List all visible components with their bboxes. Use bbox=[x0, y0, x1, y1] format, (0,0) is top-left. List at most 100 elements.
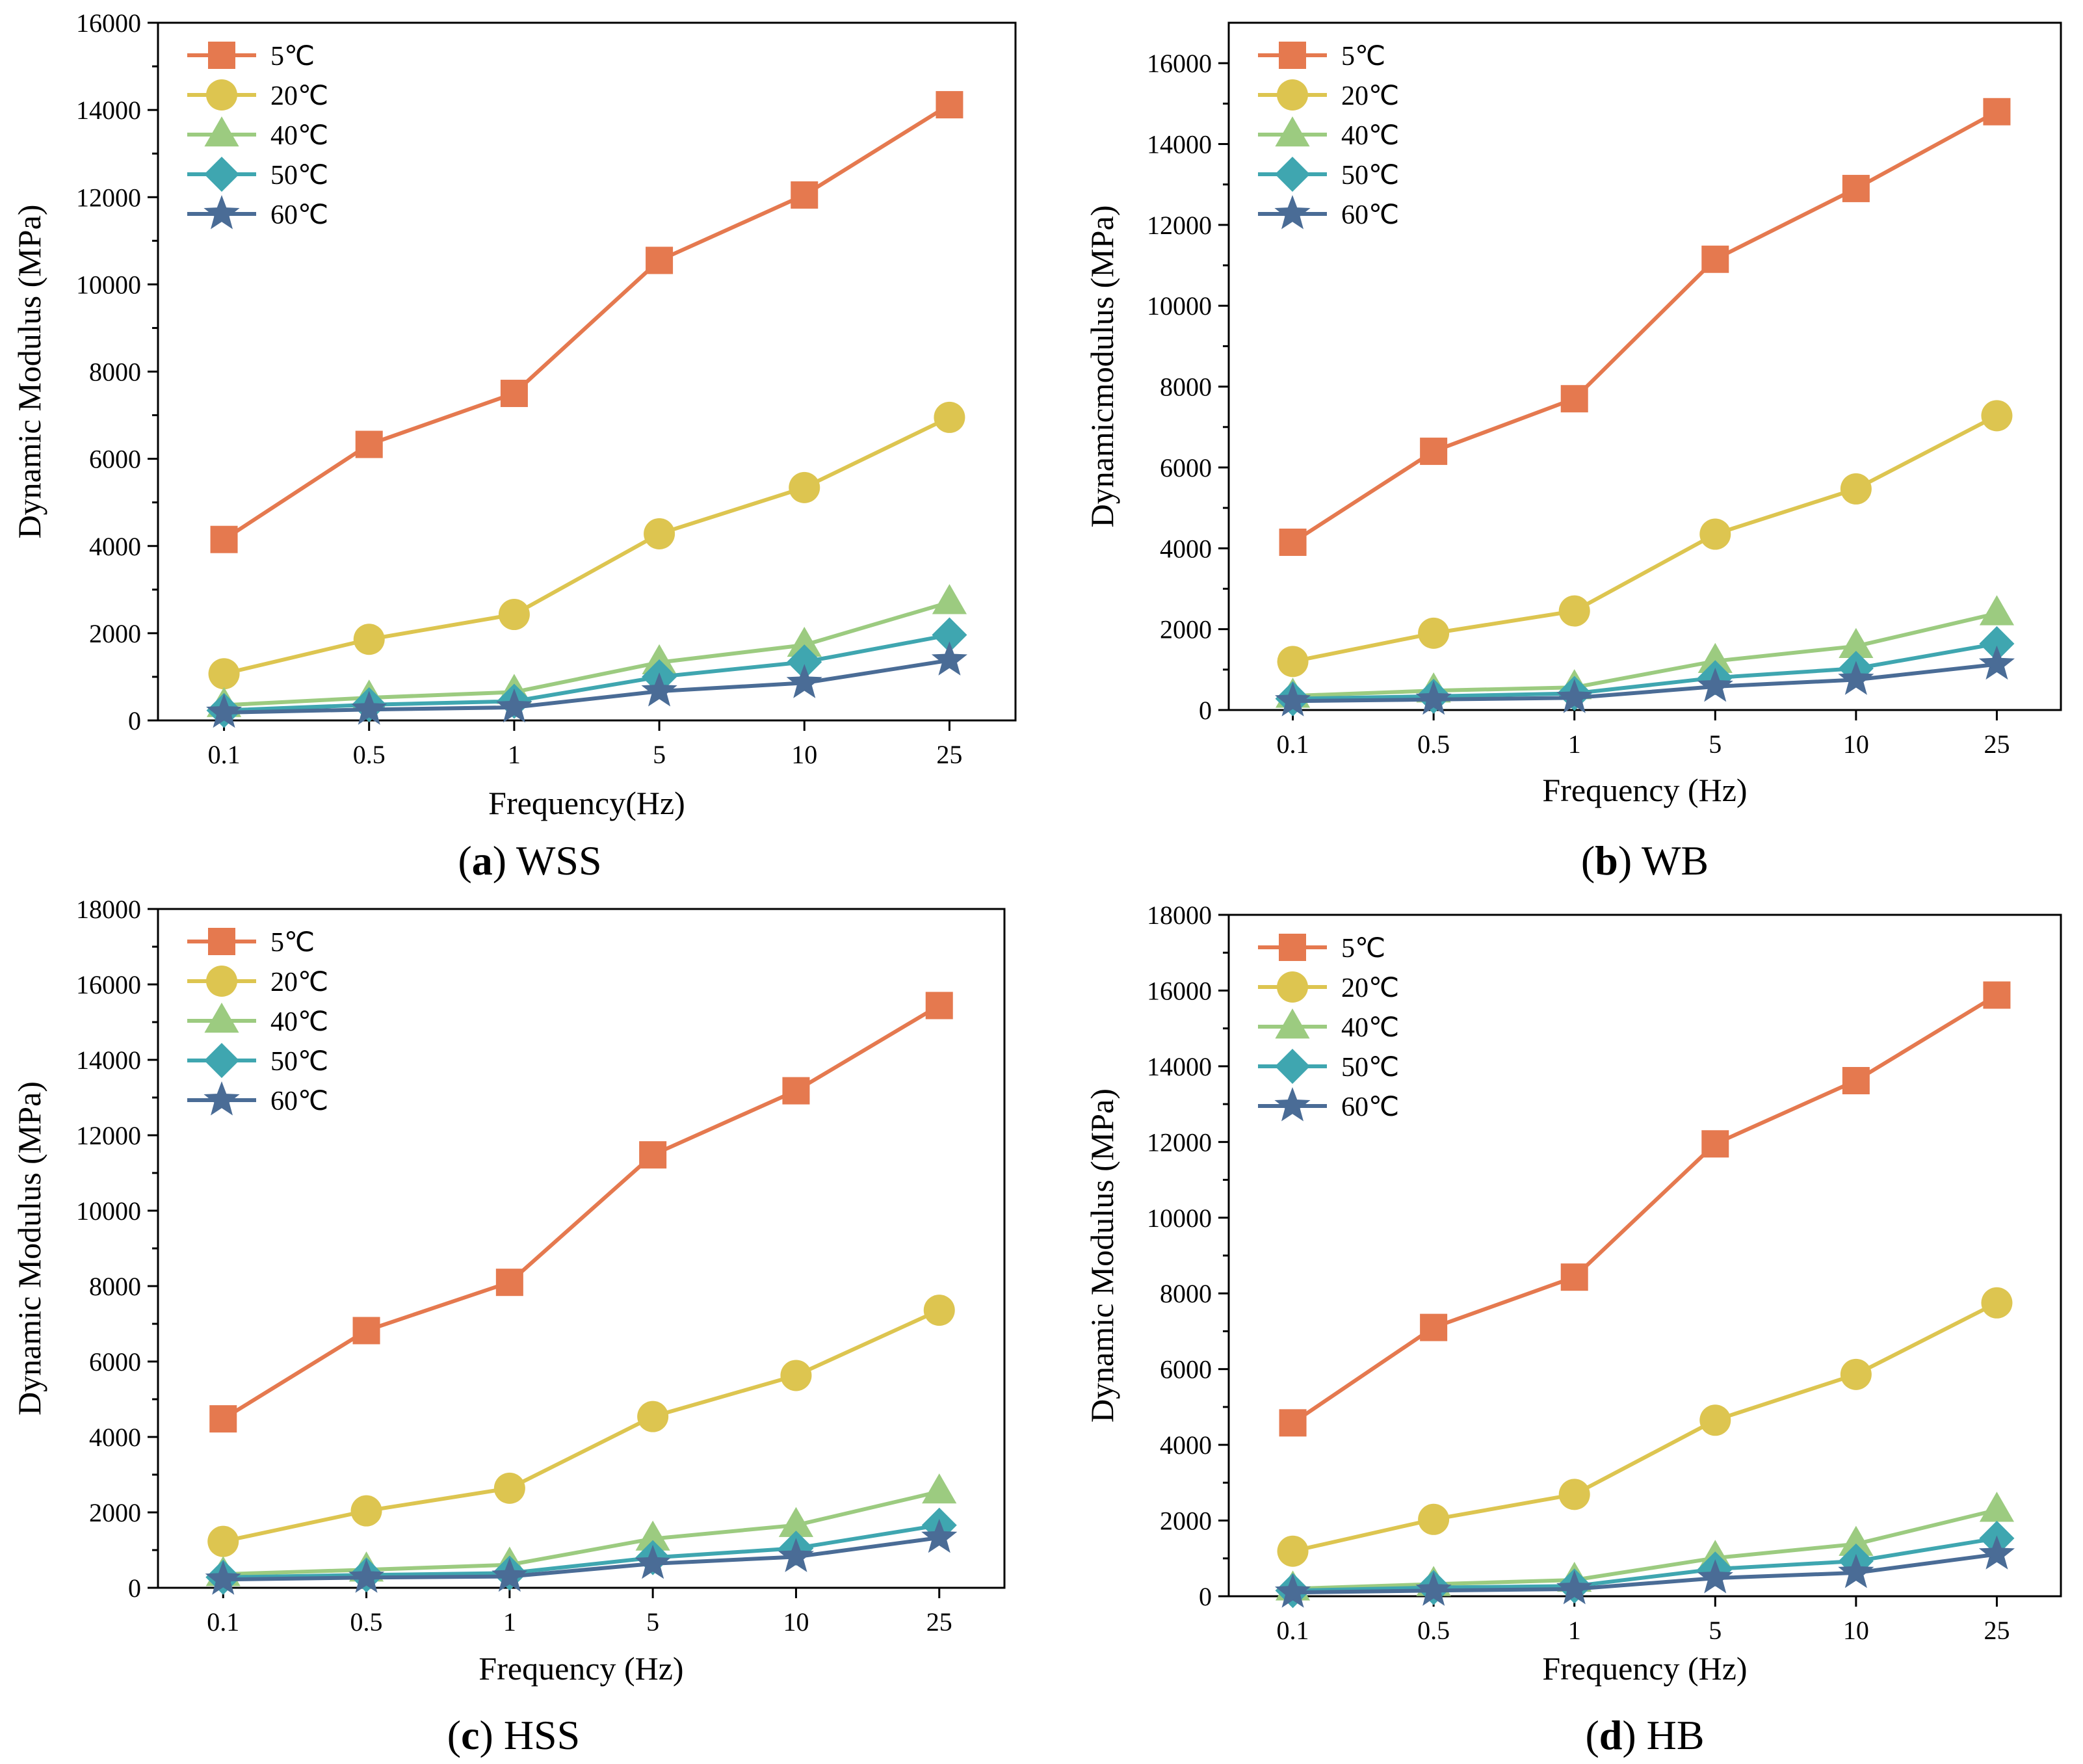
legend-label: 5℃ bbox=[270, 42, 315, 72]
data-point-5C bbox=[791, 181, 819, 209]
data-point-20C bbox=[1699, 1404, 1731, 1436]
data-point-5C bbox=[1279, 1409, 1307, 1437]
plot-frame bbox=[1227, 21, 2062, 711]
y-tick-label: 2000 bbox=[89, 1498, 141, 1527]
x-tick-label: 25 bbox=[1984, 730, 2010, 759]
data-point-60C bbox=[1978, 1535, 2015, 1570]
data-point-5C bbox=[646, 246, 674, 274]
legend-marker-40C bbox=[1275, 1008, 1310, 1039]
series-line-60C bbox=[224, 658, 950, 715]
data-point-20C bbox=[498, 599, 530, 631]
x-tick-label: 5 bbox=[646, 1607, 659, 1637]
data-point-20C bbox=[934, 401, 965, 433]
data-point-60C bbox=[206, 693, 242, 728]
y-tick-label: 16000 bbox=[1147, 976, 1212, 1005]
data-point-5C bbox=[639, 1141, 667, 1169]
data-point-20C bbox=[780, 1360, 812, 1391]
data-point-60C bbox=[641, 672, 677, 707]
legend-label: 60℃ bbox=[1341, 200, 1399, 230]
y-axis-label: Dynamic Modulus (MPa) bbox=[1084, 1088, 1120, 1423]
y-tick-label: 8000 bbox=[89, 358, 141, 387]
data-point-60C bbox=[205, 1560, 241, 1595]
data-point-50C bbox=[932, 617, 967, 653]
x-tick-label: 0.1 bbox=[1277, 730, 1309, 759]
panel-caption: (b) WB bbox=[1581, 837, 1709, 884]
y-tick-label: 16000 bbox=[76, 8, 141, 38]
data-point-60C bbox=[348, 1559, 385, 1593]
data-point-60C bbox=[1415, 1572, 1452, 1606]
y-axis-label: Dynamic Modulus (MPa) bbox=[11, 1081, 47, 1415]
y-tick-label: 6000 bbox=[89, 1347, 141, 1376]
legend-marker-60C bbox=[1274, 1087, 1311, 1122]
series-line-20C bbox=[223, 415, 950, 676]
data-point-20C bbox=[644, 518, 675, 549]
y-tick-label: 12000 bbox=[76, 1121, 141, 1150]
data-point-60C bbox=[1838, 1553, 1874, 1588]
data-point-20C bbox=[1277, 1535, 1309, 1567]
y-tick-label: 4000 bbox=[89, 1423, 141, 1452]
data-point-60C bbox=[491, 1557, 528, 1592]
series-line-60C bbox=[1292, 662, 1997, 704]
series-line-20C bbox=[222, 1308, 940, 1544]
data-point-5C bbox=[782, 1077, 810, 1105]
x-tick-label: 5 bbox=[1709, 730, 1722, 759]
series-line-20C bbox=[1292, 414, 1998, 664]
x-axis-label: Frequency (Hz) bbox=[478, 1650, 683, 1687]
data-point-60C bbox=[1697, 667, 1733, 702]
data-point-60C bbox=[1556, 679, 1593, 713]
y-tick-label: 2000 bbox=[1160, 1507, 1212, 1536]
legend-marker-20C bbox=[206, 79, 237, 111]
data-point-20C bbox=[923, 1295, 955, 1326]
data-point-20C bbox=[353, 624, 385, 655]
data-point-60C bbox=[1978, 645, 2015, 680]
legend-marker-50C bbox=[204, 1043, 239, 1078]
legend-marker-60C bbox=[203, 1081, 240, 1116]
data-point-5C bbox=[1420, 1313, 1448, 1341]
data-point-40C bbox=[1979, 595, 2015, 625]
y-tick-label: 0 bbox=[128, 706, 141, 735]
data-point-60C bbox=[1275, 1573, 1311, 1608]
x-tick-label: 0.5 bbox=[350, 1607, 383, 1637]
legend-label: 5℃ bbox=[1341, 42, 1385, 72]
legend-marker-5C bbox=[1279, 934, 1306, 961]
x-tick-label: 0.1 bbox=[1277, 1616, 1309, 1645]
data-point-20C bbox=[1981, 400, 2013, 432]
data-point-60C bbox=[1415, 680, 1452, 715]
data-point-20C bbox=[1840, 473, 1872, 505]
y-tick-label: 6000 bbox=[1160, 453, 1212, 482]
y-tick-label: 16000 bbox=[1147, 49, 1212, 78]
series-line-40C bbox=[223, 1490, 940, 1577]
data-point-20C bbox=[1840, 1358, 1872, 1390]
data-point-60C bbox=[351, 691, 387, 725]
legend-label: 40℃ bbox=[270, 121, 328, 151]
legend-marker-40C bbox=[1275, 116, 1310, 147]
y-tick-label: 14000 bbox=[76, 1046, 141, 1075]
data-point-40C bbox=[1839, 627, 1874, 658]
x-tick-label: 25 bbox=[936, 740, 962, 769]
legend-marker-40C bbox=[204, 116, 239, 147]
data-point-20C bbox=[637, 1401, 669, 1432]
data-point-5C bbox=[1842, 1067, 1870, 1095]
y-tick-label: 18000 bbox=[76, 895, 141, 924]
legend-label: 50℃ bbox=[270, 1047, 328, 1077]
data-point-20C bbox=[350, 1495, 382, 1527]
y-tick-label: 12000 bbox=[1147, 1127, 1212, 1157]
x-axis-label: Frequency (Hz) bbox=[1542, 1650, 1747, 1687]
legend-marker-50C bbox=[1275, 157, 1310, 192]
y-axis-label: Dynamic Modulus (MPa) bbox=[11, 205, 47, 539]
y-tick-label: 10000 bbox=[1147, 1204, 1212, 1233]
data-point-50C bbox=[1979, 626, 2015, 662]
data-point-60C bbox=[1838, 661, 1874, 695]
x-tick-label: 0.5 bbox=[1417, 1616, 1450, 1645]
series-line-5C bbox=[1291, 110, 1998, 544]
y-tick-label: 2000 bbox=[89, 619, 141, 648]
x-tick-label: 1 bbox=[508, 740, 521, 769]
data-point-40C bbox=[635, 1520, 670, 1551]
data-point-20C bbox=[1418, 617, 1450, 649]
legend-label: 20℃ bbox=[270, 81, 328, 111]
data-point-5C bbox=[1560, 1263, 1588, 1291]
x-tick-label: 10 bbox=[1843, 730, 1869, 759]
legend-label: 60℃ bbox=[270, 200, 328, 230]
series-line-50C bbox=[1292, 1536, 1997, 1593]
y-tick-label: 12000 bbox=[76, 183, 141, 212]
